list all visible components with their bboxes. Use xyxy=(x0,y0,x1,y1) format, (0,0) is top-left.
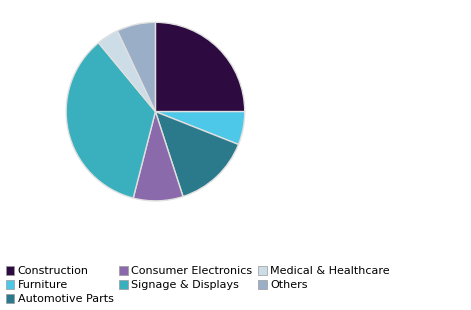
Wedge shape xyxy=(133,112,183,201)
Legend: Construction, Furniture, Automotive Parts, Consumer Electronics, Signage & Displ: Construction, Furniture, Automotive Part… xyxy=(6,266,390,304)
Wedge shape xyxy=(155,112,245,144)
Wedge shape xyxy=(98,31,155,112)
Wedge shape xyxy=(155,112,238,197)
Wedge shape xyxy=(66,43,155,198)
Wedge shape xyxy=(155,22,245,112)
Wedge shape xyxy=(117,22,155,112)
